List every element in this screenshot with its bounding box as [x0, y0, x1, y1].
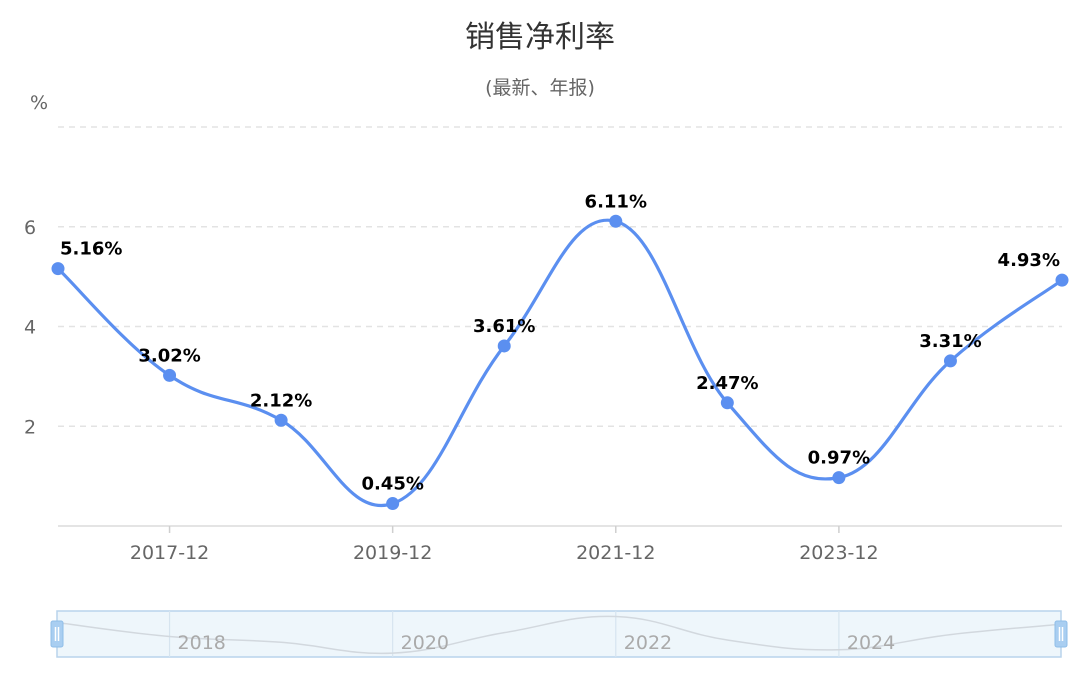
data-label: 2.47%: [696, 373, 758, 394]
zoom-label: 2018: [178, 632, 226, 654]
grid-lines: [58, 126, 1062, 427]
zoom-label: 2020: [401, 632, 449, 654]
data-point: [497, 339, 511, 353]
zoom-label: 2024: [847, 632, 895, 654]
data-points: [51, 214, 1069, 511]
data-label: 6.11%: [585, 191, 647, 212]
zoom-labels: 2018 2020 2022 2024: [178, 632, 896, 654]
zoom-preview-line: [57, 615, 1063, 655]
data-label: 0.45%: [361, 474, 423, 495]
zoom-handle-left[interactable]: [50, 620, 64, 648]
data-label: 3.02%: [138, 345, 200, 366]
data-point: [832, 471, 846, 485]
data-point: [51, 262, 65, 276]
zoom-label: 2022: [624, 632, 672, 654]
data-point: [163, 368, 177, 382]
data-label: 5.16%: [60, 239, 122, 260]
data-labels: 5.16% 3.02% 2.12% 0.45% 3.61% 6.11% 2.47% 0.97%…: [60, 191, 1060, 494]
data-point: [386, 497, 400, 511]
data-point: [720, 396, 734, 410]
x-tick-label: 2019-12: [353, 542, 432, 564]
data-label: 3.31%: [919, 331, 981, 352]
series-line: [56, 218, 1063, 508]
data-label: 4.93%: [998, 250, 1060, 271]
zoom-track[interactable]: [56, 610, 1062, 658]
data-label: 3.61%: [473, 316, 535, 337]
chart-title: 销售净利率: [465, 20, 615, 55]
zoom-handle-right[interactable]: [1054, 620, 1068, 648]
data-label: 2.12%: [250, 390, 312, 411]
y-tick-label: 2: [24, 416, 36, 438]
x-axis-ticks: 2017-12 2019-12 2021-12 2023-12: [130, 526, 879, 564]
y-tick-label: 6: [24, 217, 36, 239]
zoom-slider[interactable]: 2018 2020 2022 2024: [50, 610, 1068, 658]
data-label: 0.97%: [808, 448, 870, 469]
data-point: [1055, 273, 1069, 287]
x-tick-label: 2017-12: [130, 542, 209, 564]
x-tick-label: 2021-12: [576, 542, 655, 564]
y-axis-ticks: 2 4 6: [24, 217, 36, 439]
y-axis-unit: %: [30, 92, 49, 114]
data-point: [274, 413, 288, 427]
y-tick-label: 4: [24, 317, 36, 339]
data-point: [609, 214, 623, 228]
x-tick-label: 2023-12: [799, 542, 878, 564]
data-point: [943, 354, 957, 368]
chart-subtitle: (最新、年报): [485, 77, 595, 99]
